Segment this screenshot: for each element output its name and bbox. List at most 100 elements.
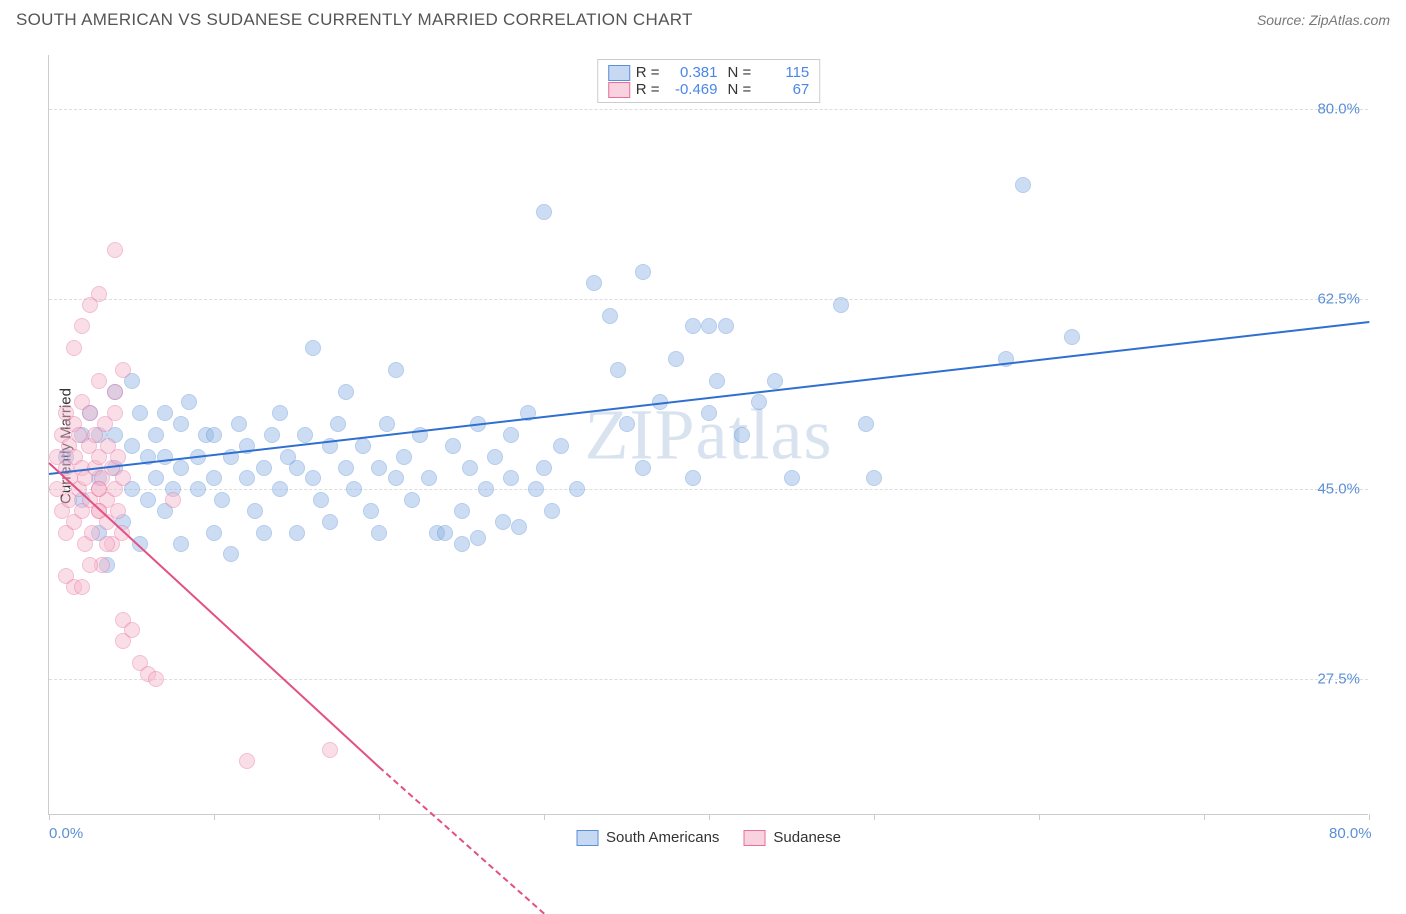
data-point — [124, 438, 140, 454]
data-point — [346, 481, 362, 497]
data-point — [858, 416, 874, 432]
chart-header: SOUTH AMERICAN VS SUDANESE CURRENTLY MAR… — [0, 0, 1406, 38]
data-point — [445, 438, 461, 454]
data-point — [91, 373, 107, 389]
legend-n-value: 115 — [757, 64, 809, 81]
data-point — [313, 492, 329, 508]
data-point — [256, 460, 272, 476]
data-point — [528, 481, 544, 497]
data-point — [264, 427, 280, 443]
data-point — [866, 470, 882, 486]
data-point — [91, 481, 107, 497]
x-tick-label: 80.0% — [1329, 825, 1372, 842]
legend-n-value: 67 — [757, 81, 809, 98]
data-point — [536, 460, 552, 476]
data-point — [1064, 329, 1080, 345]
data-point — [709, 373, 725, 389]
gridline — [49, 299, 1368, 300]
data-point — [338, 460, 354, 476]
legend-label: Sudanese — [773, 829, 841, 846]
data-point — [330, 416, 346, 432]
data-point — [322, 742, 338, 758]
data-point — [569, 481, 585, 497]
data-point — [289, 460, 305, 476]
data-point — [734, 427, 750, 443]
x-tick-label: 0.0% — [49, 825, 83, 842]
x-tick — [214, 814, 215, 820]
legend-correlation: R =0.381N =115R =-0.469N =67 — [597, 59, 821, 103]
data-point — [610, 362, 626, 378]
data-point — [181, 394, 197, 410]
data-point — [404, 492, 420, 508]
data-point — [214, 492, 230, 508]
y-tick-label: 45.0% — [1317, 481, 1360, 498]
legend-swatch — [608, 65, 630, 81]
data-point — [833, 297, 849, 313]
legend-item: Sudanese — [743, 829, 841, 846]
legend-row: R =-0.469N =67 — [608, 81, 810, 98]
data-point — [99, 536, 115, 552]
data-point — [148, 427, 164, 443]
data-point — [454, 536, 470, 552]
data-point — [256, 525, 272, 541]
data-point — [388, 470, 404, 486]
data-point — [1015, 177, 1031, 193]
data-point — [206, 427, 222, 443]
data-point — [107, 405, 123, 421]
data-point — [74, 318, 90, 334]
data-point — [421, 470, 437, 486]
data-point — [239, 753, 255, 769]
data-point — [173, 416, 189, 432]
data-point — [553, 438, 569, 454]
data-point — [165, 492, 181, 508]
data-point — [388, 362, 404, 378]
data-point — [190, 481, 206, 497]
data-point — [462, 460, 478, 476]
legend-n-label: N = — [728, 64, 752, 81]
legend-swatch — [608, 82, 630, 98]
chart-source: Source: ZipAtlas.com — [1257, 12, 1390, 28]
data-point — [470, 530, 486, 546]
gridline — [49, 679, 1368, 680]
data-point — [91, 286, 107, 302]
x-tick — [379, 814, 380, 820]
data-point — [124, 622, 140, 638]
data-point — [685, 470, 701, 486]
x-tick — [1369, 814, 1370, 820]
data-point — [148, 671, 164, 687]
data-point — [338, 384, 354, 400]
data-point — [635, 460, 651, 476]
data-point — [371, 525, 387, 541]
data-point — [82, 557, 98, 573]
legend-series: South AmericansSudanese — [576, 829, 841, 846]
data-point — [110, 503, 126, 519]
data-point — [619, 416, 635, 432]
data-point — [206, 470, 222, 486]
data-point — [107, 242, 123, 258]
data-point — [767, 373, 783, 389]
x-tick — [874, 814, 875, 820]
x-tick — [544, 814, 545, 820]
data-point — [66, 340, 82, 356]
data-point — [231, 416, 247, 432]
data-point — [140, 492, 156, 508]
data-point — [173, 536, 189, 552]
gridline — [49, 489, 1368, 490]
data-point — [454, 503, 470, 519]
data-point — [107, 384, 123, 400]
data-point — [84, 525, 100, 541]
x-tick — [709, 814, 710, 820]
data-point — [305, 340, 321, 356]
legend-r-value: 0.381 — [666, 64, 718, 81]
trend-line — [48, 462, 379, 767]
data-point — [503, 470, 519, 486]
data-point — [272, 481, 288, 497]
legend-n-label: N = — [728, 81, 752, 98]
data-point — [157, 405, 173, 421]
data-point — [223, 546, 239, 562]
data-point — [82, 405, 98, 421]
x-tick — [49, 814, 50, 820]
data-point — [247, 503, 263, 519]
legend-r-value: -0.469 — [666, 81, 718, 98]
data-point — [132, 405, 148, 421]
